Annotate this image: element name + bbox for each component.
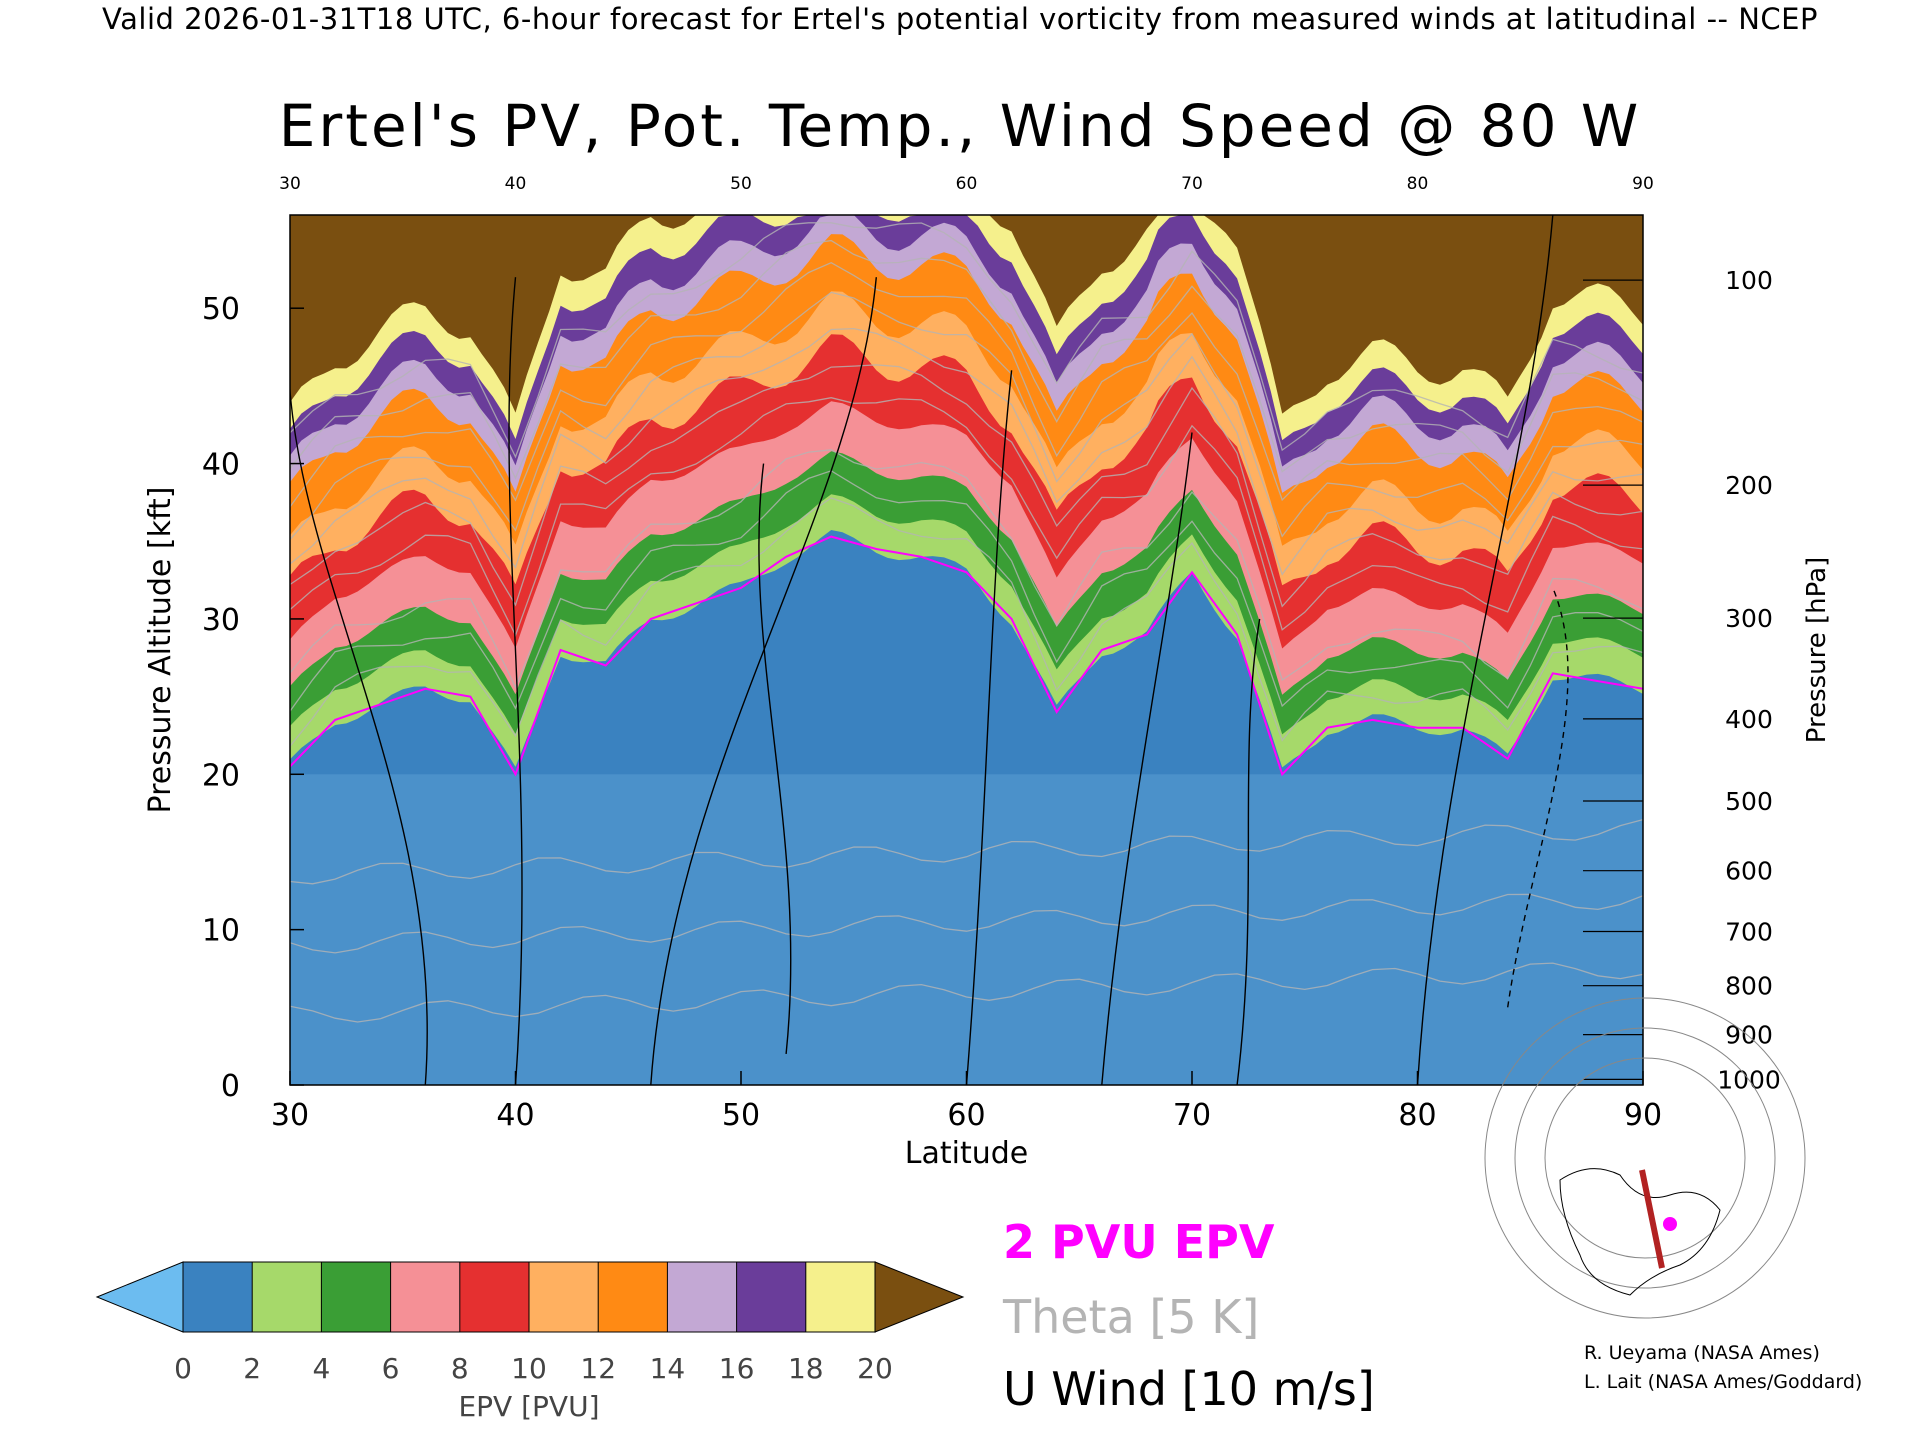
- y-tick-label-50: 50: [202, 292, 240, 327]
- x-tick-label-40: 40: [496, 1098, 534, 1133]
- colorbar-segment-16: [736, 1261, 807, 1333]
- credit-line-1: R. Ueyama (NASA Ames): [1584, 1342, 1820, 1364]
- u-wind-contour-0: [290, 308, 428, 1085]
- u-wind-contour-1: [508, 277, 523, 1085]
- theta-contour-280: [290, 818, 1643, 885]
- colorbar-tick-4: 4: [312, 1352, 330, 1385]
- colorbar-tick-12: 12: [580, 1352, 616, 1385]
- colorbar-segment-8: [459, 1261, 530, 1333]
- y-tick-label-10: 10: [202, 914, 240, 949]
- pressure-tick-label-800: 800: [1725, 972, 1773, 1001]
- inset-coastline: [1559, 1168, 1721, 1296]
- x-tick-label-80: 80: [1398, 1098, 1436, 1133]
- x-top-tick-label-50: 50: [730, 174, 752, 194]
- colorbar-segment-6: [390, 1261, 461, 1333]
- u-wind-contour-6: [1236, 618, 1261, 1085]
- u-wind-contour-5: [1101, 432, 1193, 1085]
- colorbar-segment-2: [251, 1261, 323, 1333]
- pressure-tick-label-700: 700: [1725, 918, 1773, 947]
- colorbar-segment-4: [320, 1261, 392, 1333]
- theta-contour-400: [290, 239, 1643, 480]
- y-tick-label-0: 0: [221, 1069, 240, 1104]
- u-wind-contour-2: [650, 277, 877, 1085]
- theta-contour-370: [290, 327, 1643, 576]
- u-wind-contour-3: [758, 463, 792, 1055]
- x-top-tick-label-80: 80: [1407, 174, 1429, 194]
- theta-contour-260: [290, 962, 1643, 1023]
- x-top-tick-label-70: 70: [1181, 174, 1203, 194]
- x-tick-label-90: 90: [1624, 1098, 1662, 1133]
- pressure-tick-label-900: 900: [1725, 1021, 1773, 1050]
- theta-contour-410: [290, 222, 1643, 459]
- colorbar-tick-8: 8: [451, 1352, 469, 1385]
- colorbar-tick-16: 16: [719, 1352, 755, 1385]
- colorbar-tick-10: 10: [511, 1352, 547, 1385]
- theta-contour-320: [290, 470, 1643, 712]
- colorbar-over-arrow: [874, 1261, 965, 1333]
- pressure-tick-label-600: 600: [1725, 857, 1773, 886]
- pressure-tick-label-500: 500: [1725, 787, 1773, 816]
- u-wind-contour-7: [1416, 215, 1554, 1085]
- legend-u-wind: U Wind [10 m/s]: [1003, 1362, 1375, 1416]
- pressure-tick-label-100: 100: [1725, 266, 1773, 295]
- tropo-shade: [290, 774, 1643, 1085]
- x-top-tick-label-60: 60: [956, 174, 978, 194]
- y-tick-label-20: 20: [202, 758, 240, 793]
- x-tick-label-70: 70: [1173, 1098, 1211, 1133]
- legend-theta: Theta [5 K]: [1003, 1290, 1260, 1344]
- colorbar-tick-14: 14: [650, 1352, 686, 1385]
- theta-contour-360: [290, 364, 1643, 608]
- pressure-tick-label-400: 400: [1725, 705, 1773, 734]
- inset-marker: [1663, 1217, 1677, 1231]
- pressure-tick-label-200: 200: [1725, 471, 1773, 500]
- pv-band-20: [290, 215, 1643, 414]
- y-tick-label-30: 30: [202, 603, 240, 638]
- inset-latitude-circle-0: [1484, 997, 1806, 1319]
- x-axis-label: Latitude: [905, 1136, 1028, 1171]
- chart-title: Ertel's PV, Pot. Temp., Wind Speed @ 80 …: [278, 92, 1642, 160]
- x-tick-label-30: 30: [271, 1098, 309, 1133]
- valid-line: Valid 2026-01-31T18 UTC, 6-hour forecast…: [102, 2, 1818, 36]
- colorbar-segment-12: [597, 1261, 669, 1333]
- theta-contour-330: [290, 449, 1643, 689]
- pressure-tick-label-300: 300: [1725, 604, 1773, 633]
- credit-line-2: L. Lait (NASA Ames/Goddard): [1584, 1371, 1863, 1393]
- y2-axis-label: Pressure [hPa]: [1802, 557, 1832, 744]
- colorbar-tick-2: 2: [243, 1352, 261, 1385]
- u-wind-negative-contour: [1507, 587, 1569, 1008]
- colorbar-tick-18: 18: [788, 1352, 824, 1385]
- colorbar-segment-10: [528, 1261, 600, 1333]
- inset-cross-section-line: [1639, 1169, 1665, 1269]
- x-tick-label-60: 60: [947, 1098, 985, 1133]
- inset-latitude-circle-1: [1514, 1027, 1776, 1289]
- colorbar-under-arrow: [95, 1261, 184, 1333]
- legend-epv: 2 PVU EPV: [1003, 1215, 1275, 1269]
- x-top-tick-label-30: 30: [279, 174, 301, 194]
- theta-contour-270: [290, 893, 1643, 954]
- colorbar-segment-0: [182, 1261, 254, 1333]
- tropopause-2pvu-line: [290, 535, 1643, 777]
- colorbar-segment-18: [805, 1261, 876, 1333]
- theta-contour-390: [290, 261, 1643, 508]
- colorbar-segment-14: [666, 1261, 738, 1333]
- u-wind-contour-4: [965, 370, 1013, 1085]
- theta-contour-380: [290, 291, 1643, 541]
- colorbar-tick-0: 0: [174, 1352, 192, 1385]
- colorbar-label: EPV [PVU]: [458, 1390, 599, 1423]
- y-tick-label-40: 40: [202, 448, 240, 483]
- x-tick-label-50: 50: [722, 1098, 760, 1133]
- colorbar-tick-6: 6: [382, 1352, 400, 1385]
- colorbar-tick-20: 20: [857, 1352, 893, 1385]
- theta-contour-310: [290, 497, 1643, 747]
- y-axis-label: Pressure Altitude [kft]: [143, 487, 178, 814]
- x-top-tick-label-90: 90: [1632, 174, 1654, 194]
- x-top-tick-label-40: 40: [505, 174, 527, 194]
- inset-latitude-circle-2: [1544, 1057, 1746, 1259]
